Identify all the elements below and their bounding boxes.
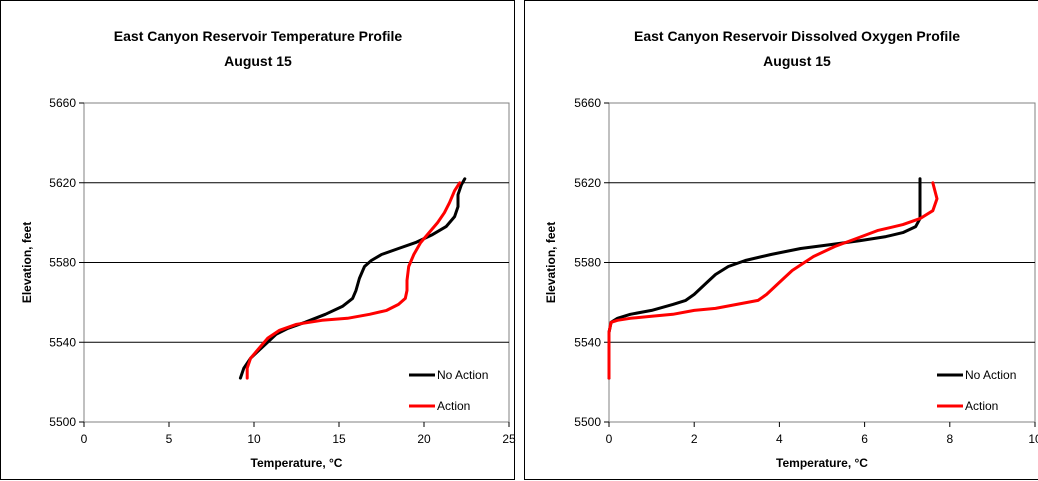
y-tick-label: 5500 bbox=[574, 415, 601, 429]
x-tick-label: 25 bbox=[502, 432, 516, 446]
temperature-chart-panel: East Canyon Reservoir Temperature Profil… bbox=[0, 0, 515, 480]
x-axis-label: Temperature, °C bbox=[776, 456, 868, 470]
chart-subtitle: August 15 bbox=[224, 53, 292, 69]
legend-label-action: Action bbox=[437, 399, 470, 413]
dissolved-oxygen-chart: East Canyon Reservoir Dissolved Oxygen P… bbox=[525, 1, 1038, 481]
x-tick-label: 2 bbox=[691, 432, 698, 446]
series-line-no-action bbox=[240, 179, 464, 378]
series-line-action bbox=[609, 183, 937, 378]
y-tick-label: 5580 bbox=[574, 256, 601, 270]
y-tick-label: 5660 bbox=[49, 96, 76, 110]
x-tick-label: 20 bbox=[417, 432, 431, 446]
chart-subtitle: August 15 bbox=[763, 53, 831, 69]
y-tick-label: 5620 bbox=[49, 176, 76, 190]
series-line-no-action bbox=[609, 179, 920, 378]
dissolved-oxygen-chart-panel: East Canyon Reservoir Dissolved Oxygen P… bbox=[524, 0, 1038, 480]
y-tick-label: 5540 bbox=[574, 335, 601, 349]
x-tick-label: 0 bbox=[606, 432, 613, 446]
legend-label-action: Action bbox=[965, 399, 998, 413]
y-tick-label: 5620 bbox=[574, 176, 601, 190]
x-axis-label: Temperature, °C bbox=[251, 456, 343, 470]
y-tick-label: 5580 bbox=[49, 256, 76, 270]
y-tick-label: 5500 bbox=[49, 415, 76, 429]
x-tick-label: 10 bbox=[247, 432, 261, 446]
x-tick-label: 8 bbox=[946, 432, 953, 446]
series-line-action bbox=[247, 183, 460, 378]
y-tick-label: 5660 bbox=[574, 96, 601, 110]
y-tick-label: 5540 bbox=[49, 335, 76, 349]
x-tick-label: 6 bbox=[861, 432, 868, 446]
y-axis-label: Elevation, feet bbox=[20, 222, 34, 303]
temperature-chart: East Canyon Reservoir Temperature Profil… bbox=[1, 1, 516, 481]
x-tick-label: 15 bbox=[332, 432, 346, 446]
chart-title: East Canyon Reservoir Temperature Profil… bbox=[114, 28, 403, 44]
legend-label-no-action: No Action bbox=[437, 368, 488, 382]
x-tick-label: 5 bbox=[166, 432, 173, 446]
x-tick-label: 0 bbox=[81, 432, 88, 446]
chart-title: East Canyon Reservoir Dissolved Oxygen P… bbox=[634, 28, 960, 44]
x-tick-label: 10 bbox=[1028, 432, 1038, 446]
legend-label-no-action: No Action bbox=[965, 368, 1016, 382]
x-tick-label: 4 bbox=[776, 432, 783, 446]
y-axis-label: Elevation, feet bbox=[544, 222, 558, 303]
